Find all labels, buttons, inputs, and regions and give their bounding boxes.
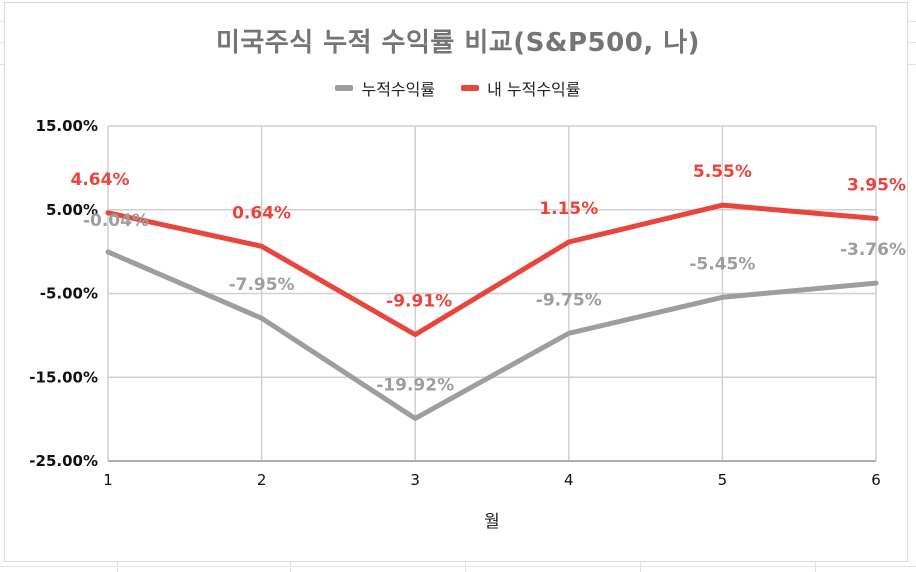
series-line-1 — [105, 249, 879, 421]
legend-item-series-2[interactable]: 내 누적수익률 — [461, 76, 581, 100]
x-tick-label: 6 — [871, 471, 881, 489]
y-tick-label: 15.00% — [36, 117, 98, 135]
data-label-series-2: 5.55% — [693, 162, 752, 182]
data-label-series-1: -7.95% — [229, 275, 295, 295]
chart-frame[interactable] — [4, 2, 908, 562]
x-tick-label: 1 — [103, 471, 113, 489]
legend-swatch-series-1 — [335, 85, 354, 91]
series-line-2 — [105, 202, 879, 338]
y-tick-label: -25.00% — [29, 452, 98, 470]
legend-label-series-2: 내 누적수익률 — [487, 80, 581, 99]
y-tick-label: -5.00% — [40, 285, 98, 303]
data-label-series-1: -0.04% — [83, 211, 149, 231]
data-label-series-1: -19.92% — [376, 375, 454, 395]
y-tick-label: -15.00% — [29, 368, 98, 386]
data-label-series-2: 3.95% — [847, 176, 906, 196]
legend-item-series-1[interactable]: 누적수익률 — [335, 76, 435, 100]
data-label-series-1: -9.75% — [536, 290, 602, 310]
data-label-series-2: 1.15% — [539, 199, 598, 219]
y-tick-label: 5.00% — [46, 201, 98, 219]
x-tick-label: 2 — [257, 471, 267, 489]
x-tick-label: 5 — [718, 471, 728, 489]
x-axis-label: 월 — [484, 512, 500, 532]
chart-title: 미국주식 누적 수익률 비교(S&P500, 나) — [215, 28, 701, 58]
data-label-series-2: -9.91% — [386, 292, 452, 312]
data-label-series-2: 4.64% — [71, 170, 130, 190]
data-label-series-1: -3.76% — [840, 240, 906, 260]
data-label-series-1: -5.45% — [689, 254, 755, 274]
legend-label-series-1: 누적수익률 — [361, 80, 436, 99]
data-label-series-2: 0.64% — [232, 203, 291, 223]
chart-legend: 누적수익률 내 누적수익률 — [0, 76, 916, 100]
legend-swatch-series-2 — [461, 85, 480, 91]
x-tick-label: 3 — [410, 471, 420, 489]
x-tick-label: 4 — [564, 471, 574, 489]
